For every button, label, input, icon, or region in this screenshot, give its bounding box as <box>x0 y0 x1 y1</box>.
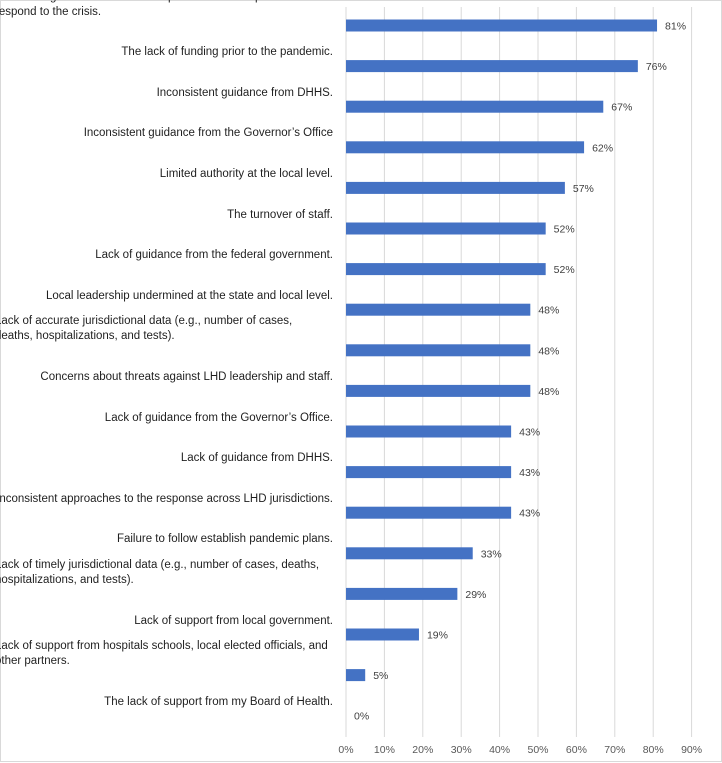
category-label: Lack of accurate jurisdictional data (e.… <box>0 315 293 343</box>
category-label: The shortage of staff with the competenc… <box>0 0 302 18</box>
data-label: 57% <box>573 183 594 195</box>
bar <box>346 506 512 519</box>
data-label: 48% <box>538 305 559 317</box>
category-label: Failure to follow establish pandemic pla… <box>116 533 333 546</box>
data-label: 19% <box>427 630 448 642</box>
data-label: 43% <box>519 508 540 520</box>
category-label: Limited authority at the local level. <box>159 167 333 180</box>
data-label: 67% <box>611 102 632 114</box>
bar <box>346 669 366 682</box>
x-tick-label: 90% <box>681 744 702 756</box>
category-label: Lack of guidance from DHHS. <box>180 452 333 465</box>
data-label: 48% <box>538 345 559 357</box>
bar <box>346 425 512 438</box>
x-tick-label: 50% <box>527 744 548 756</box>
x-tick-label: 40% <box>489 744 510 756</box>
category-label: The turnover of staff. <box>227 208 333 221</box>
category-label: Inconsistent approaches to the response … <box>0 492 333 505</box>
bar <box>346 466 512 479</box>
bar <box>346 344 531 357</box>
data-label: 52% <box>554 264 575 276</box>
bar <box>346 60 638 73</box>
bar <box>346 181 565 194</box>
x-tick-label: 10% <box>374 744 395 756</box>
category-label: Lack of support from hospitals schools, … <box>0 640 328 668</box>
x-tick-label: 0% <box>338 744 353 756</box>
bar <box>346 384 531 397</box>
category-label: Lack of timely jurisdictional data (e.g.… <box>0 558 320 586</box>
bar <box>346 628 419 641</box>
category-label: The lack of funding prior to the pandemi… <box>121 46 333 59</box>
category-label: Local leadership undermined at the state… <box>45 289 333 302</box>
data-label: 29% <box>465 589 486 601</box>
category-label: The lack of support from my Board of Hea… <box>104 695 333 708</box>
category-label: Lack of support from local government. <box>134 614 333 627</box>
bar <box>346 303 531 316</box>
bar <box>346 100 604 113</box>
bar <box>346 587 458 600</box>
x-tick-label: 80% <box>643 744 664 756</box>
bar <box>346 141 585 154</box>
data-label: 81% <box>665 21 686 33</box>
data-label: 0% <box>354 711 369 723</box>
bar <box>346 19 658 32</box>
category-label: Lack of guidance from the federal govern… <box>95 249 333 262</box>
data-label: 43% <box>519 467 540 479</box>
data-label: 43% <box>519 427 540 439</box>
data-label: 5% <box>373 670 388 682</box>
category-label: Concerns about threats against LHD leade… <box>40 370 333 383</box>
data-label: 33% <box>481 548 502 560</box>
category-label: Inconsistent guidance from DHHS. <box>156 86 333 99</box>
data-label: 76% <box>646 61 667 73</box>
bar <box>346 547 473 560</box>
bar <box>346 263 546 276</box>
category-label: Lack of guidance from the Governor’s Off… <box>104 411 333 424</box>
x-tick-label: 70% <box>604 744 625 756</box>
data-label: 52% <box>554 224 575 236</box>
x-tick-label: 20% <box>412 744 433 756</box>
data-label: 48% <box>538 386 559 398</box>
x-tick-label: 30% <box>451 744 472 756</box>
data-label: 62% <box>592 142 613 154</box>
bar <box>346 222 546 235</box>
category-label: Inconsistent guidance from the Governor’… <box>83 127 333 140</box>
x-tick-label: 60% <box>566 744 587 756</box>
